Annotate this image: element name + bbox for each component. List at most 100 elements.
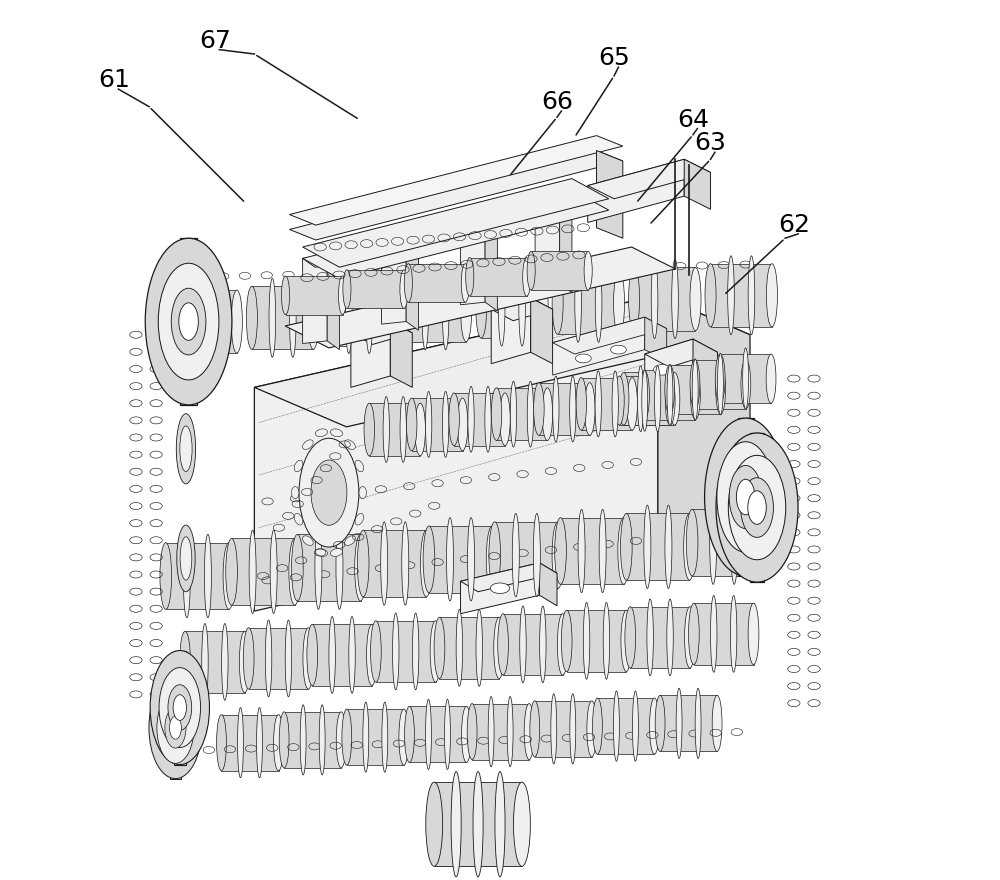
Ellipse shape xyxy=(399,279,410,341)
Ellipse shape xyxy=(575,263,581,342)
Polygon shape xyxy=(286,276,343,314)
Ellipse shape xyxy=(336,526,343,609)
Ellipse shape xyxy=(654,364,671,375)
Ellipse shape xyxy=(445,700,450,769)
Ellipse shape xyxy=(685,606,695,668)
Ellipse shape xyxy=(456,610,463,686)
Polygon shape xyxy=(409,707,466,762)
Text: 65: 65 xyxy=(598,47,630,70)
Ellipse shape xyxy=(150,650,209,765)
Ellipse shape xyxy=(612,371,618,436)
Ellipse shape xyxy=(345,536,355,546)
Polygon shape xyxy=(382,237,406,324)
Ellipse shape xyxy=(400,270,408,308)
Ellipse shape xyxy=(292,534,303,601)
Text: 67: 67 xyxy=(199,29,231,53)
Ellipse shape xyxy=(204,534,211,618)
Ellipse shape xyxy=(629,268,640,331)
Polygon shape xyxy=(491,298,531,363)
Polygon shape xyxy=(180,238,197,405)
Ellipse shape xyxy=(729,466,762,529)
Ellipse shape xyxy=(226,539,237,605)
Ellipse shape xyxy=(570,693,576,764)
Polygon shape xyxy=(303,256,339,268)
Ellipse shape xyxy=(149,677,202,779)
Ellipse shape xyxy=(158,263,219,380)
Polygon shape xyxy=(363,530,426,597)
Ellipse shape xyxy=(299,438,359,547)
Polygon shape xyxy=(750,433,764,582)
Ellipse shape xyxy=(345,440,355,450)
Ellipse shape xyxy=(400,397,406,462)
Ellipse shape xyxy=(300,705,306,775)
Ellipse shape xyxy=(632,691,638,761)
Ellipse shape xyxy=(542,388,553,440)
Polygon shape xyxy=(382,237,418,248)
Ellipse shape xyxy=(249,530,256,613)
Ellipse shape xyxy=(330,548,343,556)
Ellipse shape xyxy=(489,522,501,589)
Ellipse shape xyxy=(406,398,417,451)
Ellipse shape xyxy=(404,264,412,302)
Ellipse shape xyxy=(434,617,445,678)
Ellipse shape xyxy=(381,522,388,605)
Ellipse shape xyxy=(239,631,250,693)
Ellipse shape xyxy=(180,426,192,472)
Polygon shape xyxy=(531,252,588,290)
Ellipse shape xyxy=(243,627,254,689)
Ellipse shape xyxy=(157,692,194,763)
Polygon shape xyxy=(670,365,721,414)
Ellipse shape xyxy=(442,271,449,349)
Ellipse shape xyxy=(213,282,220,361)
Polygon shape xyxy=(560,199,572,293)
Ellipse shape xyxy=(311,460,347,525)
Polygon shape xyxy=(232,539,295,605)
Text: 63: 63 xyxy=(695,131,726,156)
Polygon shape xyxy=(535,700,592,757)
Ellipse shape xyxy=(382,702,388,773)
Polygon shape xyxy=(312,624,372,686)
Ellipse shape xyxy=(451,772,461,876)
Ellipse shape xyxy=(231,290,242,353)
Polygon shape xyxy=(619,376,670,425)
Ellipse shape xyxy=(665,376,675,425)
Polygon shape xyxy=(412,398,463,451)
Ellipse shape xyxy=(519,267,525,346)
Ellipse shape xyxy=(690,360,700,408)
Ellipse shape xyxy=(330,429,343,436)
Ellipse shape xyxy=(710,501,717,584)
Polygon shape xyxy=(461,563,539,613)
Text: 61: 61 xyxy=(98,69,130,92)
Ellipse shape xyxy=(285,620,292,697)
Polygon shape xyxy=(645,339,693,387)
Ellipse shape xyxy=(655,695,665,752)
Ellipse shape xyxy=(665,365,675,414)
Polygon shape xyxy=(485,217,497,311)
Polygon shape xyxy=(185,631,245,693)
Polygon shape xyxy=(472,703,529,759)
Ellipse shape xyxy=(468,517,475,601)
Polygon shape xyxy=(535,199,572,210)
Polygon shape xyxy=(596,150,623,238)
Ellipse shape xyxy=(176,414,196,484)
Polygon shape xyxy=(496,388,547,440)
Ellipse shape xyxy=(461,279,472,341)
Ellipse shape xyxy=(618,372,629,425)
Ellipse shape xyxy=(338,276,347,314)
Ellipse shape xyxy=(587,700,597,757)
Polygon shape xyxy=(166,543,229,609)
Polygon shape xyxy=(481,275,543,338)
Ellipse shape xyxy=(467,703,477,759)
Ellipse shape xyxy=(468,386,474,452)
Ellipse shape xyxy=(575,354,591,363)
Polygon shape xyxy=(539,563,557,605)
Ellipse shape xyxy=(555,517,566,584)
Ellipse shape xyxy=(695,688,701,759)
Ellipse shape xyxy=(524,703,534,759)
Ellipse shape xyxy=(426,700,431,769)
Ellipse shape xyxy=(294,514,303,525)
Ellipse shape xyxy=(485,386,491,452)
Ellipse shape xyxy=(642,370,648,431)
Ellipse shape xyxy=(613,691,619,761)
Polygon shape xyxy=(645,339,718,367)
